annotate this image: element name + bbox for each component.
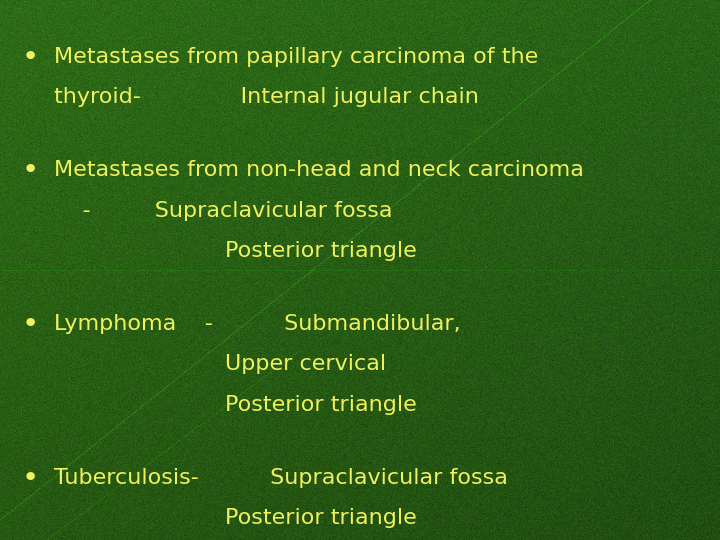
Text: Upper cervical: Upper cervical (54, 354, 386, 375)
Text: Tuberculosis-          Supraclavicular fossa: Tuberculosis- Supraclavicular fossa (54, 468, 508, 488)
Text: -         Supraclavicular fossa: - Supraclavicular fossa (54, 200, 392, 221)
Text: Metastases from non-head and neck carcinoma: Metastases from non-head and neck carcin… (54, 160, 584, 180)
Text: Posterior triangle: Posterior triangle (54, 395, 417, 415)
Text: Metastases from papillary carcinoma of the: Metastases from papillary carcinoma of t… (54, 46, 539, 67)
Text: •: • (22, 310, 39, 338)
Text: •: • (22, 43, 39, 71)
Text: •: • (22, 464, 39, 492)
Text: Posterior triangle: Posterior triangle (54, 241, 417, 261)
Text: Posterior triangle: Posterior triangle (54, 508, 417, 529)
Text: thyroid-              Internal jugular chain: thyroid- Internal jugular chain (54, 87, 479, 107)
Text: •: • (22, 156, 39, 184)
Text: Lymphoma    -          Submandibular,: Lymphoma - Submandibular, (54, 314, 461, 334)
